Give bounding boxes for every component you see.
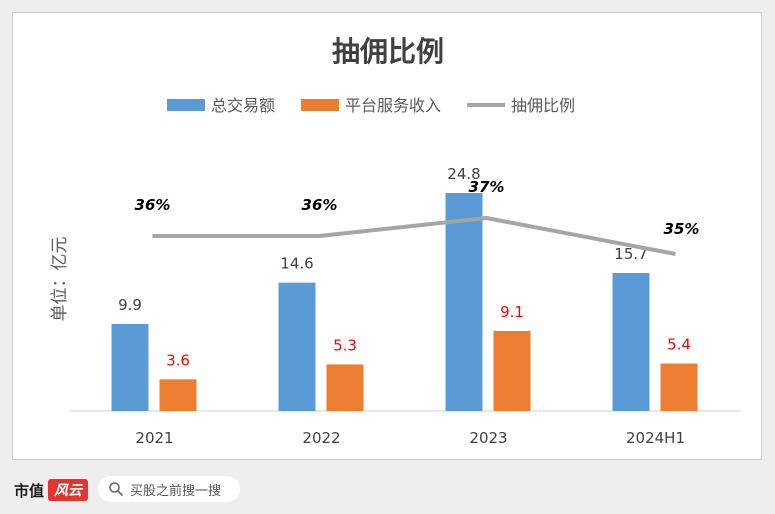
legend: 总交易额 平台服务收入 抽佣比例	[167, 96, 575, 115]
bars: 9.9 3.6 14.6 5.3 24.8 9.1 15.7 5.4	[111, 165, 698, 411]
bar-label-2021-s2: 3.6	[166, 351, 190, 369]
chart-card: 抽佣比例 总交易额 平台服务收入 抽佣比例 单位：亿元 9.9 3.6 14.6 5.3 2…	[12, 12, 762, 460]
line-commission-rate	[152, 216, 676, 256]
x-tick-2024h1: 2024H1	[626, 429, 685, 447]
brand[interactable]: 市值 风云	[14, 478, 89, 502]
bar-label-2022-s2: 5.3	[333, 336, 357, 354]
line-layer: 36% 36% 37% 35%	[135, 178, 700, 256]
search-box[interactable]: 买股之前搜一搜	[98, 476, 240, 502]
x-tick-2021: 2021	[135, 429, 173, 447]
bar-2022-s1	[278, 282, 316, 411]
brand-name: 市值	[14, 481, 45, 500]
bar-label-2023-s1: 24.8	[447, 165, 480, 183]
chart: 抽佣比例 总交易额 平台服务收入 抽佣比例 单位：亿元 9.9 3.6 14.6 5.3 2…	[50, 35, 741, 447]
bar-2022-s2	[326, 364, 364, 411]
bar-label-2024h1-s1: 15.7	[614, 245, 647, 263]
footer: 市值 风云 买股之前搜一搜	[0, 468, 775, 514]
x-tick-2022: 2022	[302, 429, 340, 447]
legend-label-s2: 平台服务收入	[345, 96, 441, 115]
bar-label-2021-s1: 9.9	[118, 296, 142, 314]
chart-title: 抽佣比例	[332, 35, 444, 68]
legend-label-s3: 抽佣比例	[511, 96, 575, 115]
y-axis-label: 单位：亿元	[50, 237, 70, 322]
bar-label-2023-s2: 9.1	[500, 303, 524, 321]
line-label-2023: 37%	[469, 178, 505, 196]
brand-logo: 风云	[48, 479, 89, 501]
bar-2021-s2	[159, 379, 197, 411]
bar-2023-s1	[445, 193, 483, 411]
bar-label-2022-s1: 14.6	[280, 255, 313, 273]
legend-swatch-s2	[301, 99, 340, 111]
line-label-2022: 36%	[302, 196, 338, 214]
legend-label-s1: 总交易额	[211, 96, 275, 115]
bar-2021-s1	[111, 323, 149, 411]
x-ticks: 2021 2022 2023 2024H1	[135, 429, 685, 447]
bar-label-2024h1-s2: 5.4	[667, 336, 691, 354]
search-icon	[109, 482, 123, 496]
bar-2024h1-s1	[612, 272, 650, 411]
line-label-2024h1: 35%	[664, 220, 700, 238]
search-input[interactable]: 买股之前搜一搜	[130, 483, 222, 499]
line-label-2021: 36%	[135, 196, 171, 214]
bar-2024h1-s2	[660, 363, 698, 411]
bar-2023-s2	[493, 331, 531, 411]
legend-swatch-s1	[167, 99, 205, 111]
x-tick-2023: 2023	[469, 429, 507, 447]
